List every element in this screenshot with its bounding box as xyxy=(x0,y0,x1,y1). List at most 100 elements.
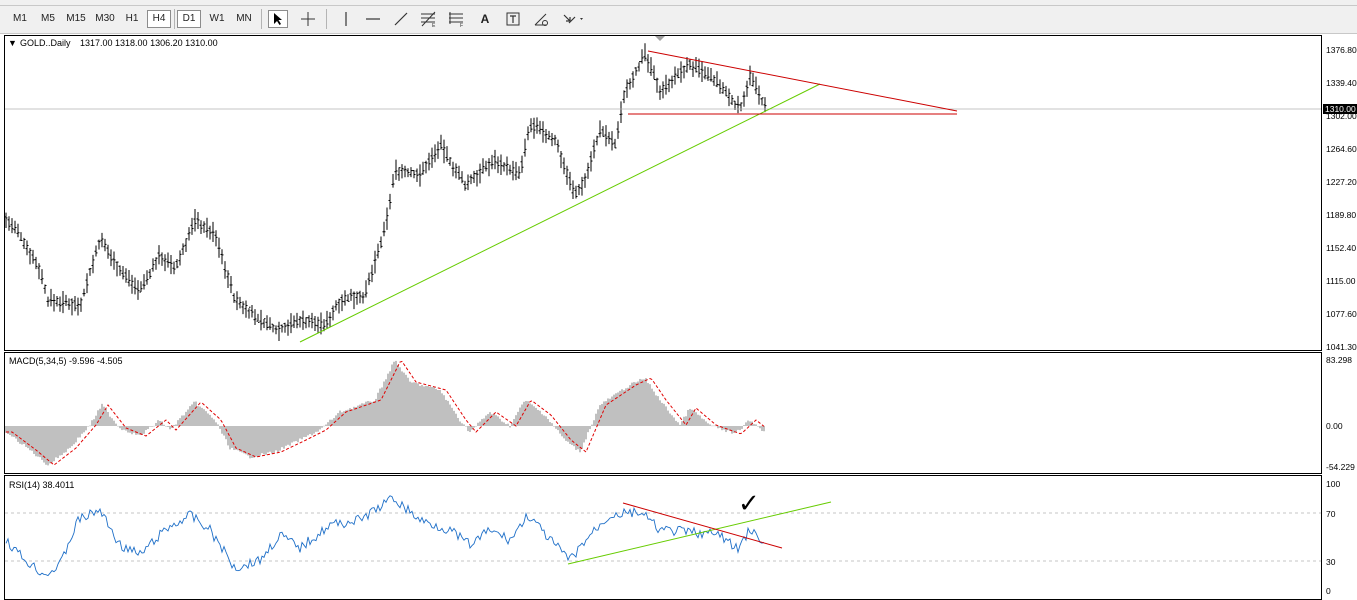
timeframe-m1-button[interactable]: M1 xyxy=(13,13,27,24)
macd-histogram-bar xyxy=(641,379,643,426)
macd-histogram-bar xyxy=(383,381,385,426)
macd-histogram-bar xyxy=(373,401,375,426)
macd-histogram-bar xyxy=(735,426,737,432)
macd-histogram-bar xyxy=(159,420,161,426)
macd-histogram-bar xyxy=(401,371,403,426)
macd-histogram-bar xyxy=(473,426,475,428)
macd-histogram-bar xyxy=(203,409,205,426)
timeframe-mn-button[interactable]: MN xyxy=(236,13,252,24)
macd-histogram-bar xyxy=(45,426,47,465)
price-axis-label: 1339.40 xyxy=(1326,78,1357,88)
macd-histogram-bar xyxy=(757,426,759,427)
macd-histogram-bar xyxy=(13,426,15,437)
macd-histogram-bar xyxy=(411,382,413,426)
macd-histogram-bar xyxy=(329,419,331,426)
macd-histogram-bar xyxy=(657,396,659,426)
macd-histogram-bar xyxy=(673,417,675,426)
macd-histogram-bar xyxy=(379,388,381,426)
macd-histogram-bar xyxy=(453,410,455,426)
toolbar-separator xyxy=(174,9,175,29)
macd-histogram-bar xyxy=(155,422,157,426)
macd-histogram-bar xyxy=(699,415,701,426)
macd-histogram-bar xyxy=(639,378,641,426)
macd-histogram-bar xyxy=(651,388,653,426)
price-axis-label: 1041.30 xyxy=(1326,342,1357,352)
macd-histogram-bar xyxy=(599,405,601,426)
trend-line-icon[interactable] xyxy=(391,10,411,28)
macd-histogram-bar xyxy=(387,373,389,426)
cursor-icon[interactable] xyxy=(268,10,288,28)
timeframe-w1-button[interactable]: W1 xyxy=(209,13,225,24)
macd-histogram-bar xyxy=(47,426,49,466)
timeframe-m30-button[interactable]: M30 xyxy=(95,13,115,24)
andrews-pitchfork-icon[interactable] xyxy=(531,10,551,28)
timeframe-d1-button[interactable]: D1 xyxy=(177,10,201,28)
macd-histogram-bar xyxy=(413,382,415,426)
macd-histogram-bar xyxy=(511,422,513,426)
macd-histogram-bar xyxy=(177,420,179,426)
macd-histogram-bar xyxy=(409,381,411,426)
macd-histogram-bar xyxy=(291,426,293,443)
macd-histogram-bar xyxy=(35,426,37,457)
macd-histogram-bar xyxy=(617,392,619,426)
macd-histogram-bar xyxy=(605,401,607,426)
macd-histogram-bar xyxy=(145,426,147,431)
macd-histogram-bar xyxy=(147,426,149,430)
macd-histogram-bar xyxy=(369,401,371,426)
timeframe-h1-button[interactable]: H1 xyxy=(125,13,139,24)
macd-histogram-bar xyxy=(407,377,409,426)
label-icon[interactable] xyxy=(503,10,523,28)
macd-histogram-bar xyxy=(57,426,59,459)
horizontal-line-icon[interactable] xyxy=(363,10,383,28)
resistance-trend-line xyxy=(647,50,958,112)
macd-histogram-bar xyxy=(327,422,329,426)
macd-histogram-bar xyxy=(707,423,709,426)
macd-histogram-bar xyxy=(607,398,609,426)
macd-histogram-bar xyxy=(85,426,87,431)
macd-histogram-bar xyxy=(647,383,649,426)
macd-histogram-bar xyxy=(183,415,185,426)
fibonacci-icon[interactable]: E xyxy=(419,10,439,28)
timeframe-m5-button[interactable]: M5 xyxy=(41,13,55,24)
macd-histogram-bar xyxy=(333,418,335,426)
arrows-icon[interactable] xyxy=(560,10,588,28)
macd-histogram-bar xyxy=(275,426,277,451)
macd-histogram-bar xyxy=(265,426,267,455)
macd-histogram-bar xyxy=(95,415,97,426)
macd-histogram-bar xyxy=(133,426,135,433)
macd-histogram-bar xyxy=(297,426,299,443)
macd-histogram-bar xyxy=(569,426,571,444)
macd-histogram-bar xyxy=(459,421,461,426)
macd-axis-label: 0.00 xyxy=(1326,421,1343,431)
macd-histogram-bar xyxy=(209,414,211,426)
crosshair-icon[interactable] xyxy=(298,10,318,28)
macd-histogram-bar xyxy=(695,412,697,426)
timeframe-h4-button[interactable]: H4 xyxy=(147,10,171,28)
macd-histogram-bar xyxy=(589,426,591,430)
rsi-panel[interactable] xyxy=(4,475,1322,600)
fibonacci-fan-icon[interactable]: F xyxy=(447,10,467,28)
macd-histogram-bar xyxy=(323,425,325,427)
macd-histogram-bar xyxy=(157,420,159,426)
macd-histogram-bar xyxy=(123,426,125,430)
macd-histogram-bar xyxy=(731,426,733,434)
macd-histogram-bar xyxy=(259,426,261,456)
macd-histogram-bar xyxy=(637,381,639,426)
macd-histogram-bar xyxy=(449,404,451,426)
macd-histogram-bar xyxy=(211,417,213,426)
macd-histogram-bar xyxy=(393,361,395,426)
macd-histogram-bar xyxy=(121,426,123,431)
macd-histogram-bar xyxy=(549,422,551,426)
macd-histogram-bar xyxy=(295,426,297,442)
macd-histogram-bar xyxy=(77,426,79,438)
macd-histogram-bar xyxy=(205,411,207,426)
macd-histogram-bar xyxy=(41,426,43,460)
macd-histogram-bar xyxy=(601,403,603,426)
macd-histogram-bar xyxy=(541,414,543,426)
text-icon[interactable]: A xyxy=(480,12,490,26)
macd-histogram-bar xyxy=(255,426,257,457)
macd-histogram-bar xyxy=(319,426,321,430)
vertical-line-icon[interactable] xyxy=(336,10,356,28)
macd-histogram-bar xyxy=(685,416,687,426)
timeframe-m15-button[interactable]: M15 xyxy=(66,13,86,24)
